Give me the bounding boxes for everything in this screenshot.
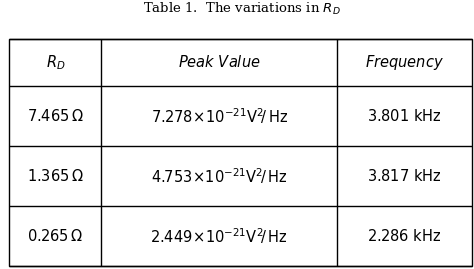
Bar (9, 39, 472, 266)
Text: $7.278\!\times\!10^{-21}\mathrm{V}^2\!/\,\mathrm{Hz}$: $7.278\!\times\!10^{-21}\mathrm{V}^2\!/\… (151, 106, 288, 126)
Text: $2.286\ \mathrm{kHz}$: $2.286\ \mathrm{kHz}$ (367, 228, 442, 244)
Text: $4.753\!\times\!10^{-21}\mathrm{V}^2\!/\,\mathrm{Hz}$: $4.753\!\times\!10^{-21}\mathrm{V}^2\!/\… (151, 166, 288, 186)
Text: $\boldsymbol{\mathit{Peak\ Value}}$: $\boldsymbol{\mathit{Peak\ Value}}$ (178, 54, 261, 70)
Text: $1.365\,\Omega$: $1.365\,\Omega$ (27, 168, 84, 184)
Text: $\boldsymbol{R_D}$: $\boldsymbol{R_D}$ (46, 53, 65, 72)
Text: $\boldsymbol{\mathit{Frequency}}$: $\boldsymbol{\mathit{Frequency}}$ (365, 53, 444, 72)
Text: Table 1.  The variations in $R_D$: Table 1. The variations in $R_D$ (143, 1, 341, 17)
Text: $0.265\,\Omega$: $0.265\,\Omega$ (27, 228, 83, 244)
Text: $3.801\ \mathrm{kHz}$: $3.801\ \mathrm{kHz}$ (367, 108, 442, 124)
Text: $2.449\!\times\!10^{-21}\mathrm{V}^2\!/\,\mathrm{Hz}$: $2.449\!\times\!10^{-21}\mathrm{V}^2\!/\… (150, 226, 288, 246)
Text: $3.817\ \mathrm{kHz}$: $3.817\ \mathrm{kHz}$ (367, 168, 442, 184)
Text: $7.465\,\Omega$: $7.465\,\Omega$ (27, 108, 84, 124)
